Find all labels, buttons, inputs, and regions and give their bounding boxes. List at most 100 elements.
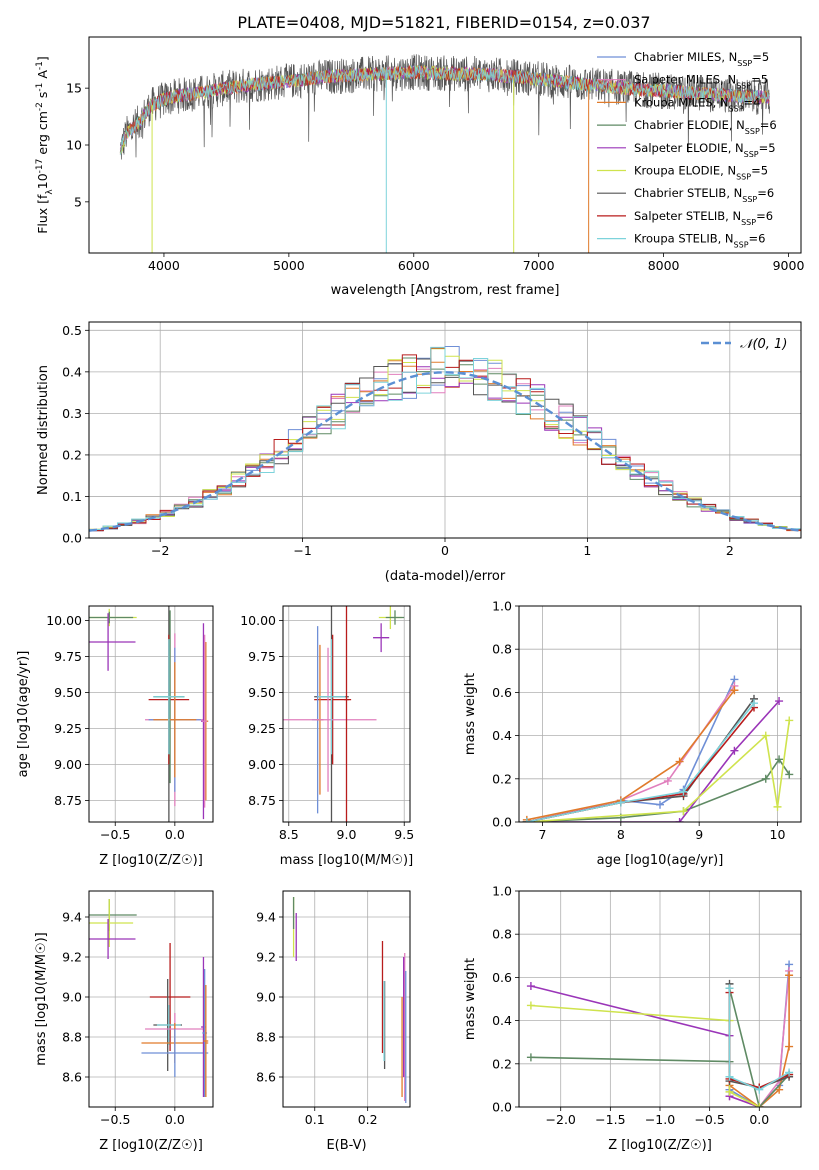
errorbar-kroupa-miles bbox=[153, 662, 197, 778]
weight-marker bbox=[775, 697, 784, 706]
x-tick-label: −1.5 bbox=[595, 1112, 625, 1127]
x-tick-label: 4000 bbox=[148, 258, 180, 273]
axes-frame bbox=[88, 605, 214, 823]
y-axis-label: Normed distribution bbox=[36, 365, 51, 495]
weight-marker bbox=[725, 1072, 734, 1081]
y-tick-label: 0.4 bbox=[62, 364, 82, 379]
ticks: −2.0 −1.5 −1.0 −0.5 0.0 0.0 0.2 0.4 0.6 0.8 1.0 bbox=[492, 884, 769, 1128]
y-tick-label: 9.0 bbox=[62, 990, 82, 1005]
axes-frame bbox=[88, 36, 802, 254]
x-tick-label: 2 bbox=[726, 543, 734, 558]
y-tick-label: 8.8 bbox=[62, 1030, 82, 1045]
weight-marker bbox=[761, 731, 770, 740]
weight-marker bbox=[725, 1087, 734, 1096]
weight-marker bbox=[675, 818, 684, 822]
legend-label: Salpeter ELODIE, NSSP=5 bbox=[634, 141, 776, 159]
y-tick-label: 8.75 bbox=[54, 793, 82, 808]
x-tick-label: 6000 bbox=[398, 258, 430, 273]
weight-marker bbox=[725, 984, 734, 993]
y-tick-label: 8.8 bbox=[256, 1030, 276, 1045]
ticks: −2 −1 0 1 2 0.0 0.1 0.2 0.3 0.4 0.5 bbox=[62, 323, 734, 558]
y-tick-label: 10.00 bbox=[240, 613, 276, 628]
weight-marker bbox=[522, 818, 531, 822]
ticks: 8.5 9.0 9.5 8.75 9.00 9.25 9.50 9.75 10.00 bbox=[240, 613, 414, 842]
y-tick-label: 9.00 bbox=[248, 757, 276, 772]
x-tick-label: 9.0 bbox=[337, 827, 357, 842]
weight-marker bbox=[775, 755, 784, 764]
weight-marker bbox=[785, 770, 794, 779]
x-tick-label: 0.0 bbox=[749, 1112, 769, 1127]
plot-area bbox=[89, 606, 209, 822]
errorbar-salpeter-miles bbox=[283, 647, 377, 792]
weight-marker bbox=[755, 1085, 764, 1094]
weight-marker bbox=[526, 1053, 535, 1062]
spectrum-legend: Chabrier MILES, NSSP=5 Salpeter MILES, NS… bbox=[597, 50, 777, 249]
weight-marker bbox=[656, 800, 664, 809]
axes-frame bbox=[518, 890, 802, 1108]
axes-frame bbox=[88, 321, 802, 539]
x-tick-label: 9 bbox=[695, 827, 703, 842]
weight-marker bbox=[773, 802, 782, 811]
x-axis-label: Z [log10(Z/Z☉)] bbox=[99, 853, 203, 868]
weight-marker bbox=[679, 807, 688, 816]
legend-label: 𝒩(0, 1) bbox=[740, 337, 787, 352]
errorbar-salpeter-stelib bbox=[149, 943, 191, 1051]
y-tick-label: 0.8 bbox=[492, 642, 512, 657]
legend-label: Chabrier MILES, NSSP=5 bbox=[634, 50, 769, 68]
y-tick-label: 0.3 bbox=[62, 406, 82, 421]
y-tick-label: 0.0 bbox=[492, 815, 512, 830]
y-tick-label: 9.75 bbox=[54, 649, 82, 664]
x-tick-label: 0.0 bbox=[165, 1112, 185, 1127]
errorbar-salpeter-elodie bbox=[373, 623, 390, 653]
y-tick-label: 0.4 bbox=[492, 728, 512, 743]
y-tick-label: 0.4 bbox=[492, 1013, 512, 1028]
axes-frame bbox=[282, 605, 411, 823]
errorbar-chabrier-miles bbox=[141, 1029, 209, 1077]
legend-label: Kroupa ELODIE, NSSP=5 bbox=[634, 164, 768, 182]
errorbar-salpeter-stelib bbox=[344, 606, 349, 822]
x-tick-label: 0.1 bbox=[305, 1112, 325, 1127]
legend-label: Kroupa STELIB, NSSP=6 bbox=[634, 232, 765, 250]
weight-marker bbox=[675, 757, 684, 766]
x-tick-label: 9.5 bbox=[394, 827, 414, 842]
x-tick-label: 8000 bbox=[648, 258, 680, 273]
model-spectrum-kroupa-stelib bbox=[119, 65, 770, 156]
x-tick-label: −0.5 bbox=[100, 827, 130, 842]
x-tick-label: −2.0 bbox=[546, 1112, 576, 1127]
errorbar-salpeter-elodie bbox=[89, 919, 136, 959]
ticks: −0.5 0.0 8.75 9.00 9.25 9.50 9.75 10.00 bbox=[46, 613, 185, 842]
weight-marker bbox=[526, 1001, 535, 1010]
age-vs-mass-panel: 8.5 9.0 9.5 8.75 9.00 9.25 9.50 9.75 10.00 mass [… bbox=[240, 605, 414, 868]
mass-vs-metallicity-panel: −0.5 0.0 8.6 8.8 9.0 9.2 9.4 Z [log10(Z/Z☉)] mas… bbox=[34, 890, 214, 1153]
plot-area bbox=[522, 675, 794, 822]
mass-vs-ebv-panel: 0.1 0.2 8.6 8.8 9.0 9.2 9.4 E(B-V) bbox=[256, 890, 411, 1153]
histogram-step-chabrier-stelib bbox=[89, 358, 801, 531]
x-axis-label: (data-model)/error bbox=[385, 569, 506, 584]
plot-area bbox=[292, 897, 407, 1103]
weight-marker bbox=[785, 1042, 794, 1051]
x-tick-label: 0.0 bbox=[165, 827, 185, 842]
y-tick-label: 9.25 bbox=[248, 721, 276, 736]
ticks: 0.1 0.2 8.6 8.8 9.0 9.2 9.4 bbox=[256, 910, 378, 1128]
y-axis-label: mass weight bbox=[463, 673, 478, 755]
y-tick-label: 8.6 bbox=[256, 1070, 276, 1085]
x-tick-label: 0.2 bbox=[358, 1112, 378, 1127]
weight-marker bbox=[616, 798, 625, 807]
x-tick-label: 8 bbox=[617, 827, 625, 842]
weight-marker bbox=[730, 686, 739, 695]
x-tick-label: −2 bbox=[151, 543, 169, 558]
y-tick-label: 0.6 bbox=[492, 970, 512, 985]
errorbar-kroupa-stelib bbox=[153, 639, 185, 755]
y-tick-label: 5 bbox=[74, 194, 82, 209]
spectrum-panel: 4000 5000 6000 7000 8000 9000 5 10 15 Chabrier MI… bbox=[35, 36, 805, 298]
y-axis-label: mass [log10(M/M☉)] bbox=[34, 932, 49, 1065]
x-tick-label: 7 bbox=[539, 827, 547, 842]
y-tick-label: 0.2 bbox=[62, 447, 82, 462]
weight-marker bbox=[785, 971, 794, 980]
y-tick-label: 1.0 bbox=[492, 599, 512, 614]
x-tick-label: 9000 bbox=[773, 258, 805, 273]
residual-histogram-panel: −2 −1 0 1 2 0.0 0.1 0.2 0.3 0.4 0.5 𝒩(0, 1) (data-mo… bbox=[36, 321, 802, 584]
errorbar-kroupa-miles bbox=[203, 985, 209, 1097]
weight-vs-age-panel: 7 8 9 10 0.0 0.2 0.4 0.6 0.8 1.0 age [log10(age/yr… bbox=[463, 599, 802, 868]
